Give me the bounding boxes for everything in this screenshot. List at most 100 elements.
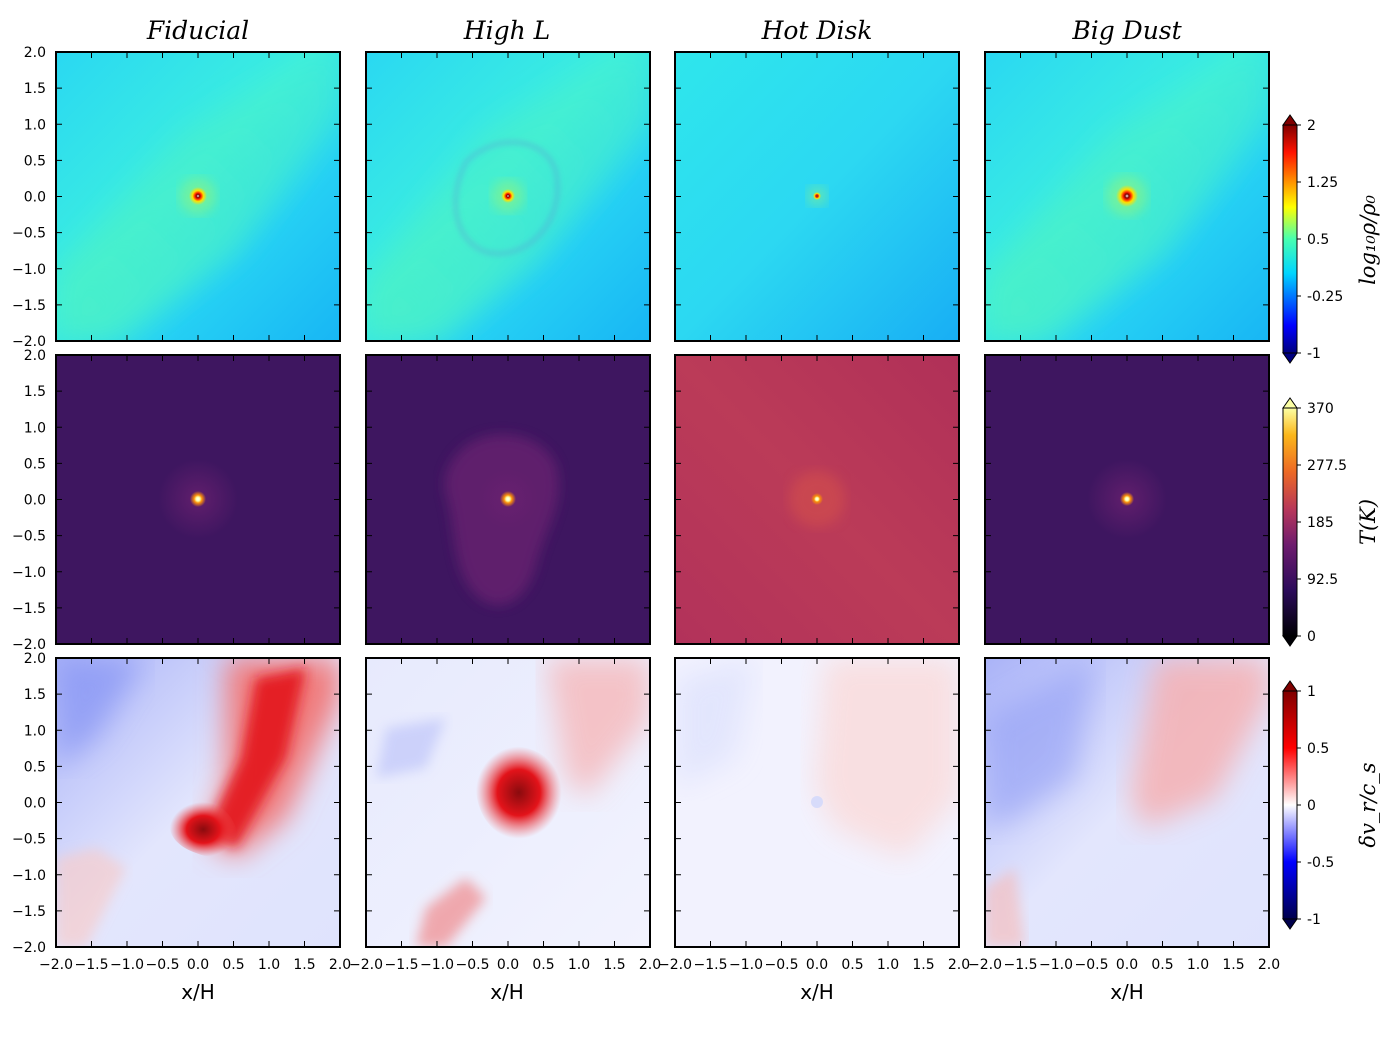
colorbar-label-density: log₁₀ρ/ρ₀ <box>1356 195 1380 285</box>
x-tick-label: −0.5 <box>456 957 490 973</box>
y-tick-label: −1.0 <box>12 262 46 278</box>
y-tick-label: 0.5 <box>24 153 46 169</box>
x-tick-label: −1.5 <box>694 957 728 973</box>
colorbar-density <box>1282 114 1298 364</box>
x-tick-label: 1.5 <box>912 957 934 973</box>
x-tick-label: 1.5 <box>1222 957 1244 973</box>
colorbar-tick-label: -1 <box>1307 912 1321 928</box>
x-tick-label: 2.0 <box>639 957 661 973</box>
x-tick-label: −1.0 <box>110 957 144 973</box>
x-axis-ticks: −2.0 −1.5 −1.0 −0.5 0.0 0.5 1.0 1.5 2.0−2.0 −1.5−… <box>39 52 1280 973</box>
colorbar-tick-label: -1 <box>1307 346 1321 362</box>
x-tick-label: −0.5 <box>146 957 180 973</box>
y-tick-label: 1.0 <box>24 420 46 436</box>
x-tick-label: 2.0 <box>329 957 351 973</box>
colorbar-label-velocity: δv_r/c_s <box>1356 762 1380 847</box>
x-tick-label: −1.5 <box>75 957 109 973</box>
x-tick-label: −2.0 <box>968 957 1002 973</box>
y-tick-label: −2.0 <box>12 940 46 956</box>
y-tick-label: 1.5 <box>24 81 46 97</box>
panel-vel-hot-disk <box>674 657 960 948</box>
panel-temp-big-dust <box>984 354 1270 645</box>
colorbar-temperature <box>1282 397 1298 647</box>
column-title-2: High L <box>463 16 550 45</box>
y-axis-ticks-row-1: 2.0 1.5 1.0 0.5 0.0 −0.5 −1.0 −1.5 −2.0 <box>12 45 1269 350</box>
y-tick-label: −2.0 <box>12 637 46 653</box>
x-axis-label-2: x/H <box>490 980 524 1004</box>
x-tick-label: −1.0 <box>420 957 454 973</box>
y-tick-label: 1.5 <box>24 384 46 400</box>
x-tick-label: 0.0 <box>497 957 519 973</box>
y-tick-label: 0.0 <box>24 796 46 812</box>
panel-vel-fiducial <box>55 657 341 948</box>
x-tick-label: 0.0 <box>806 957 828 973</box>
colorbar-ticks: 2 1.25 0.5 -0.25 -1 370 277.5 185 92.5 0 1 0.5 0 -0.5… <box>1297 118 1347 928</box>
y-tick-label: 0.0 <box>24 190 46 206</box>
colorbar-velocity <box>1282 680 1298 930</box>
x-tick-label: −1.0 <box>729 957 763 973</box>
panel-density-hot-disk <box>674 51 960 342</box>
y-axis-ticks-row-2: 2.0 1.5 1.0 0.5 0.0 −0.5 −1.0 −1.5 −2.0 <box>12 348 1269 653</box>
x-tick-label: −0.5 <box>1075 957 1109 973</box>
y-tick-label: −1.5 <box>12 298 46 314</box>
colorbar-tick-label: 2 <box>1307 118 1316 134</box>
panel-density-big-dust <box>984 51 1270 342</box>
panel-temp-hot-disk <box>674 354 960 645</box>
x-axis-label-3: x/H <box>800 980 834 1004</box>
x-tick-label: 1.0 <box>568 957 590 973</box>
x-tick-label: 2.0 <box>1258 957 1280 973</box>
y-tick-label: −1.5 <box>12 601 46 617</box>
colorbar-label-temperature: T(K) <box>1356 499 1380 545</box>
column-title-4: Big Dust <box>1071 16 1182 45</box>
y-tick-label: 2.0 <box>24 651 46 667</box>
x-tick-label: 2.0 <box>948 957 970 973</box>
x-tick-label: 1.0 <box>877 957 899 973</box>
y-tick-label: 2.0 <box>24 45 46 61</box>
y-tick-label: −2.0 <box>12 334 46 350</box>
colorbar-tick-label: -0.25 <box>1307 289 1343 305</box>
y-tick-label: 2.0 <box>24 348 46 364</box>
x-tick-label: 0.5 <box>222 957 244 973</box>
x-tick-label: −2.0 <box>349 957 383 973</box>
colorbar-tick-label: 185 <box>1307 515 1334 531</box>
panel-density-high-l <box>365 51 651 342</box>
colorbar-tick-label: 0 <box>1307 798 1316 814</box>
x-tick-label: −2.0 <box>658 957 692 973</box>
x-tick-label: 0.5 <box>532 957 554 973</box>
colorbar-tick-label: 1.25 <box>1307 175 1338 191</box>
colorbar-tick-label: 0.5 <box>1307 232 1329 248</box>
panel-density-fiducial <box>55 51 341 342</box>
colorbar-tick-label: 370 <box>1307 401 1334 417</box>
y-tick-label: 1.0 <box>24 117 46 133</box>
panel-temp-fiducial <box>55 354 341 645</box>
colorbar-tick-label: 277.5 <box>1307 458 1347 474</box>
x-tick-label: −1.0 <box>1039 957 1073 973</box>
y-axis-ticks-row-3: 2.0 1.5 1.0 0.5 0.0 −0.5 −1.0 −1.5 −2.0 <box>12 651 1269 956</box>
x-tick-label: 1.5 <box>603 957 625 973</box>
y-tick-label: 1.0 <box>24 723 46 739</box>
y-tick-label: −0.5 <box>12 226 46 242</box>
x-tick-label: 0.5 <box>1151 957 1173 973</box>
x-tick-label: −2.0 <box>39 957 73 973</box>
x-axis-label-1: x/H <box>181 980 215 1004</box>
colorbar-tick-label: -0.5 <box>1307 855 1334 871</box>
y-tick-label: 0.5 <box>24 759 46 775</box>
x-tick-label: −0.5 <box>765 957 799 973</box>
x-tick-label: 0.0 <box>1116 957 1138 973</box>
x-tick-label: 1.5 <box>293 957 315 973</box>
x-tick-label: 0.5 <box>841 957 863 973</box>
x-axis-label-4: x/H <box>1110 980 1144 1004</box>
x-tick-label: 1.0 <box>1187 957 1209 973</box>
y-tick-label: −1.5 <box>12 904 46 920</box>
y-tick-label: 1.5 <box>24 687 46 703</box>
x-tick-label: 1.0 <box>258 957 280 973</box>
colorbar-tick-label: 1 <box>1307 684 1316 700</box>
y-tick-label: −1.0 <box>12 868 46 884</box>
colorbar-tick-label: 92.5 <box>1307 572 1338 588</box>
colorbar-tick-label: 0.5 <box>1307 741 1329 757</box>
colorbar-tick-label: 0 <box>1307 629 1316 645</box>
x-tick-label: 0.0 <box>187 957 209 973</box>
panel-temp-high-l <box>365 354 651 645</box>
y-tick-label: −0.5 <box>12 529 46 545</box>
